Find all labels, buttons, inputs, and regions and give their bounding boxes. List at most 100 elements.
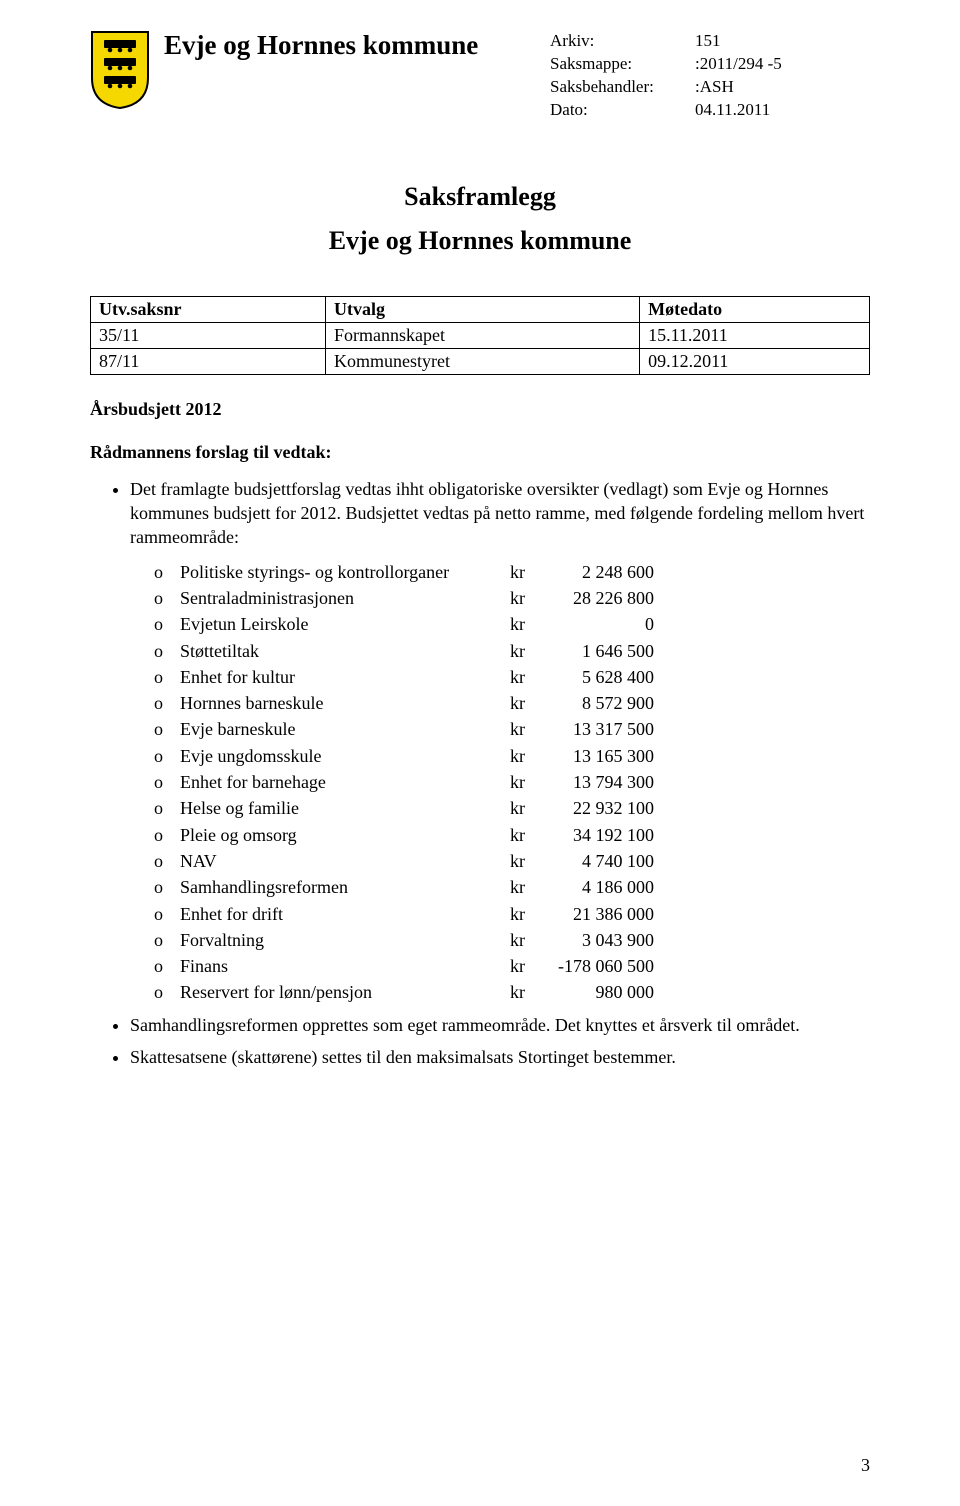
budget-item-label: Helse og familie: [180, 796, 510, 820]
kr-label: kr: [510, 560, 534, 584]
bullet-1-text: Det framlagte budsjettforslag vedtas ihh…: [130, 477, 870, 550]
budget-item: oPolitiske styrings- og kontrollorganerk…: [154, 560, 870, 584]
meta-value: :2011/294 -5: [695, 53, 782, 76]
budget-item-amount: 22 932 100: [534, 796, 654, 820]
meta-value: 151: [695, 30, 721, 53]
utvalg-header-cell: Utv.saksnr: [91, 296, 326, 322]
circle-marker-icon: o: [154, 980, 180, 1004]
budget-item-amount: 2 248 600: [534, 560, 654, 584]
budget-item-amount: 21 386 000: [534, 902, 654, 926]
utvalg-cell: 35/11: [91, 322, 326, 348]
budget-item-amount: 4 186 000: [534, 875, 654, 899]
kr-label: kr: [510, 849, 534, 873]
circle-marker-icon: o: [154, 796, 180, 820]
budget-item-amount: 8 572 900: [534, 691, 654, 715]
kr-label: kr: [510, 586, 534, 610]
kr-label: kr: [510, 744, 534, 768]
budget-item: oEnhet for kulturkr5 628 400: [154, 665, 870, 689]
budget-item-label: NAV: [180, 849, 510, 873]
budget-item: oNAVkr4 740 100: [154, 849, 870, 873]
meta-label: Arkiv:: [550, 30, 695, 53]
meta-row: Dato:04.11.2011: [550, 99, 870, 122]
budget-sublist: oPolitiske styrings- og kontrollorganerk…: [154, 560, 870, 1005]
utvalg-body: 35/11Formannskapet15.11.201187/11Kommune…: [91, 322, 870, 374]
meta-row: Arkiv:151: [550, 30, 870, 53]
budget-item-label: Evje barneskule: [180, 717, 510, 741]
budget-item-amount: 34 192 100: [534, 823, 654, 847]
budget-item-amount: 5 628 400: [534, 665, 654, 689]
meta-block: Arkiv:151Saksmappe::2011/294 -5Saksbehan…: [550, 30, 870, 122]
kr-label: kr: [510, 770, 534, 794]
circle-marker-icon: o: [154, 902, 180, 926]
utvalg-row: 35/11Formannskapet15.11.2011: [91, 322, 870, 348]
budget-item: oHelse og familiekr22 932 100: [154, 796, 870, 820]
budget-item: oEvje barneskulekr13 317 500: [154, 717, 870, 741]
kr-label: kr: [510, 875, 534, 899]
budget-item-label: Enhet for kultur: [180, 665, 510, 689]
budget-item-label: Reservert for lønn/pensjon: [180, 980, 510, 1004]
budget-item-amount: 13 317 500: [534, 717, 654, 741]
sub-heading: Rådmannens forslag til vedtak:: [90, 442, 870, 463]
kr-label: kr: [510, 665, 534, 689]
budget-item: oPleie og omsorgkr34 192 100: [154, 823, 870, 847]
budget-item: oEvjetun Leirskolekr0: [154, 612, 870, 636]
circle-marker-icon: o: [154, 744, 180, 768]
meta-row: Saksbehandler::ASH: [550, 76, 870, 99]
budget-item-label: Politiske styrings- og kontrollorganer: [180, 560, 510, 584]
utvalg-header-cell: Møtedato: [640, 296, 870, 322]
bullet-item-2: Samhandlingsreformen opprettes som eget …: [130, 1013, 870, 1037]
budget-item: oForvaltningkr3 043 900: [154, 928, 870, 952]
header-row: Evje og Hornnes kommune Arkiv:151Saksmap…: [90, 30, 870, 122]
kr-label: kr: [510, 902, 534, 926]
budget-item-amount: 28 226 800: [534, 586, 654, 610]
budget-item-label: Pleie og omsorg: [180, 823, 510, 847]
budget-item-label: Sentraladministrasjonen: [180, 586, 510, 610]
budget-item: oReservert for lønn/pensjonkr980 000: [154, 980, 870, 1004]
utvalg-cell: 15.11.2011: [640, 322, 870, 348]
kommune-name: Evje og Hornnes kommune: [164, 30, 536, 61]
kr-label: kr: [510, 980, 534, 1004]
utvalg-cell: Kommunestyret: [326, 348, 640, 374]
kr-label: kr: [510, 823, 534, 847]
budget-item-amount: 4 740 100: [534, 849, 654, 873]
budget-item: oFinanskr-178 060 500: [154, 954, 870, 978]
kr-label: kr: [510, 796, 534, 820]
budget-item: oEnhet for driftkr21 386 000: [154, 902, 870, 926]
budget-item-label: Enhet for barnehage: [180, 770, 510, 794]
circle-marker-icon: o: [154, 823, 180, 847]
kr-label: kr: [510, 717, 534, 741]
meta-value: 04.11.2011: [695, 99, 770, 122]
circle-marker-icon: o: [154, 717, 180, 741]
budget-item: oEvje ungdomsskulekr13 165 300: [154, 744, 870, 768]
meta-label: Dato:: [550, 99, 695, 122]
budget-item-label: Evjetun Leirskole: [180, 612, 510, 636]
circle-marker-icon: o: [154, 928, 180, 952]
utvalg-header-row: Utv.saksnrUtvalgMøtedato: [91, 296, 870, 322]
page-number: 3: [861, 1455, 870, 1476]
budget-item-label: Støttetiltak: [180, 639, 510, 663]
budget-item-label: Samhandlingsreformen: [180, 875, 510, 899]
budget-item: oStøttetiltakkr1 646 500: [154, 639, 870, 663]
utvalg-header-cell: Utvalg: [326, 296, 640, 322]
budget-item: oEnhet for barnehagekr13 794 300: [154, 770, 870, 794]
meta-label: Saksbehandler:: [550, 76, 695, 99]
budget-item-label: Evje ungdomsskule: [180, 744, 510, 768]
kr-label: kr: [510, 612, 534, 636]
circle-marker-icon: o: [154, 770, 180, 794]
bullet-item-3: Skattesatsene (skattørene) settes til de…: [130, 1045, 870, 1069]
meta-row: Saksmappe::2011/294 -5: [550, 53, 870, 76]
bullet-item-1: Det framlagte budsjettforslag vedtas ihh…: [130, 477, 870, 1005]
budget-item-amount: 0: [534, 612, 654, 636]
circle-marker-icon: o: [154, 586, 180, 610]
circle-marker-icon: o: [154, 691, 180, 715]
meta-value: :ASH: [695, 76, 734, 99]
budget-item-label: Hornnes barneskule: [180, 691, 510, 715]
circle-marker-icon: o: [154, 875, 180, 899]
circle-marker-icon: o: [154, 849, 180, 873]
utvalg-row: 87/11Kommunestyret09.12.2011: [91, 348, 870, 374]
kr-label: kr: [510, 691, 534, 715]
meta-label: Saksmappe:: [550, 53, 695, 76]
budget-item-amount: 13 165 300: [534, 744, 654, 768]
utvalg-cell: 09.12.2011: [640, 348, 870, 374]
budget-item: oHornnes barneskulekr8 572 900: [154, 691, 870, 715]
